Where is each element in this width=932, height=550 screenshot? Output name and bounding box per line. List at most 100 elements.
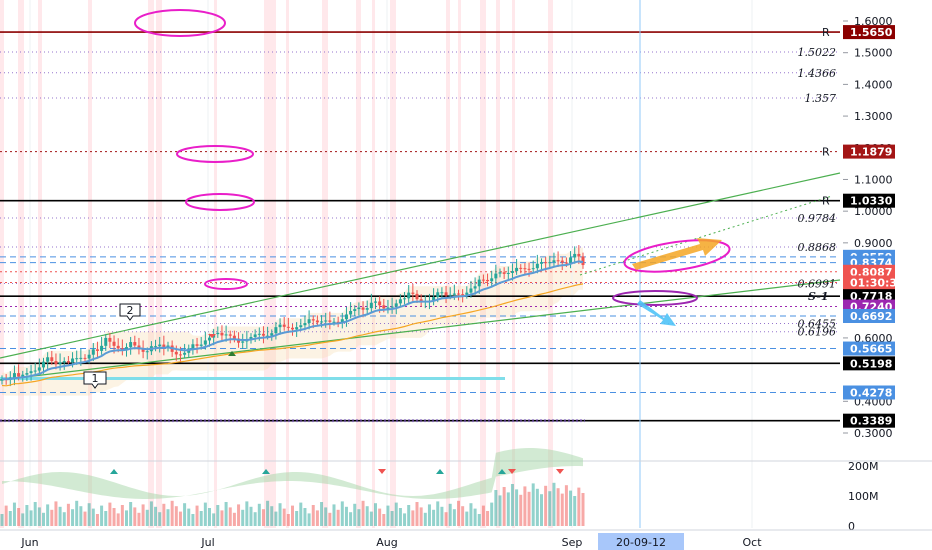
level-lines [0, 0, 840, 528]
candle-body-133 [552, 260, 556, 263]
level-label-1: 1.4366 [798, 67, 837, 80]
candle-body-13 [54, 361, 58, 365]
cursor-label-bg [598, 533, 684, 550]
volume-bar-118 [490, 502, 494, 526]
volume-bar-51 [212, 513, 216, 526]
candle-body-38 [158, 344, 162, 347]
volume-bar-46 [191, 514, 195, 526]
level-label-5: 0.6991 [798, 277, 837, 290]
time-tick-3: Sep [562, 536, 583, 549]
candle-body-47 [195, 344, 199, 346]
candle-body-129 [535, 263, 539, 269]
price-tick-10: 0.3000 [854, 427, 893, 440]
candle-body-21 [87, 354, 91, 359]
candle-body-124 [515, 267, 519, 272]
highlight-band-11 [356, 0, 361, 528]
price-tick-2: 1.4000 [854, 78, 893, 91]
volume-bar-47 [195, 505, 199, 526]
volume-signal-6 [556, 469, 564, 474]
price-tag-bg-12 [843, 385, 895, 400]
candle-body-118 [490, 278, 494, 282]
moving-averages [1, 260, 584, 387]
level-label-3: 0.9784 [798, 212, 837, 225]
candle-body-44 [183, 352, 187, 355]
candle-body-114 [473, 286, 477, 289]
candle-body-112 [465, 292, 469, 295]
volume-bar-62 [257, 503, 261, 526]
candle-body-27 [112, 341, 116, 346]
candle-body-136 [564, 262, 568, 264]
highlight-band-0 [0, 0, 4, 528]
volume-bar-119 [494, 490, 498, 526]
candle-body-50 [208, 337, 211, 341]
candle-body-61 [253, 334, 257, 337]
volume-bar-59 [245, 501, 249, 526]
candle-body-119 [494, 273, 498, 279]
volume-bar-26 [108, 502, 112, 526]
highlight-layer [0, 0, 583, 528]
volume-bar-90 [374, 503, 377, 526]
highlight-band-6 [214, 0, 217, 528]
volume-bar-63 [261, 509, 265, 526]
volume-bar-108 [448, 503, 452, 526]
volume-bar-76 [315, 510, 319, 526]
volume-bar-89 [369, 511, 373, 526]
highlight-band-10 [322, 0, 328, 528]
time-tick-1: Jul [200, 536, 214, 549]
candle-body-71 [295, 327, 299, 330]
candle-body-138 [573, 253, 577, 258]
candle-body-60 [249, 336, 253, 340]
candle-body-53 [220, 332, 224, 336]
volume-pane [0, 448, 932, 526]
highlight-band-9 [286, 0, 289, 528]
volume-bar-5 [21, 513, 25, 526]
volume-bar-31 [129, 502, 133, 526]
candle-body-8 [33, 370, 37, 372]
candle-body-139 [577, 253, 581, 257]
volume-bar-44 [183, 503, 187, 526]
volume-bar-86 [357, 509, 361, 526]
candle-body-100 [415, 293, 419, 300]
candle-body-10 [42, 361, 45, 368]
volume-bar-137 [569, 490, 573, 526]
price-tag-6: 01:30:30 [850, 276, 905, 289]
volume-bar-79 [328, 512, 332, 526]
volume-bar-36 [149, 501, 153, 526]
price-tag-bg-5 [843, 264, 895, 279]
volume-bar-33 [137, 512, 141, 526]
volume-bar-65 [270, 506, 274, 526]
level-label-6: 0.6455 [798, 318, 837, 331]
highlight-band-4 [148, 0, 154, 528]
volume-bar-91 [378, 508, 382, 526]
volume-bar-98 [407, 505, 411, 526]
candle-body-62 [257, 333, 261, 335]
volume-bar-6 [25, 505, 29, 526]
ema-line [1, 260, 584, 381]
price-tick-5: 1.1000 [854, 173, 893, 186]
candle-body-127 [527, 268, 531, 270]
candle-body-106 [440, 292, 444, 294]
volume-bar-83 [344, 506, 348, 526]
candle-body-48 [199, 344, 203, 346]
r-marker-2: R [822, 195, 830, 208]
candle-body-105 [436, 292, 440, 298]
annotation-loop-black [185, 193, 255, 211]
candle-body-128 [531, 268, 535, 270]
highlight-band-12 [372, 0, 375, 528]
highlight-band-19 [548, 0, 553, 528]
r-marker-0: R [822, 26, 830, 39]
volume-bar-117 [486, 511, 490, 526]
volume-bar-126 [523, 486, 527, 526]
volume-bar-16 [66, 503, 70, 526]
volume-bar-1 [4, 505, 8, 526]
volume-bar-92 [382, 514, 386, 526]
volume-bar-42 [174, 506, 178, 526]
s1-marker: S-1 [808, 290, 829, 303]
time-tick-4: Oct [742, 536, 762, 549]
volume-bar-68 [282, 508, 286, 526]
candle-body-32 [133, 342, 137, 346]
highlight-band-2 [38, 0, 42, 528]
volume-bar-14 [58, 506, 62, 526]
volume-bar-23 [95, 514, 99, 526]
